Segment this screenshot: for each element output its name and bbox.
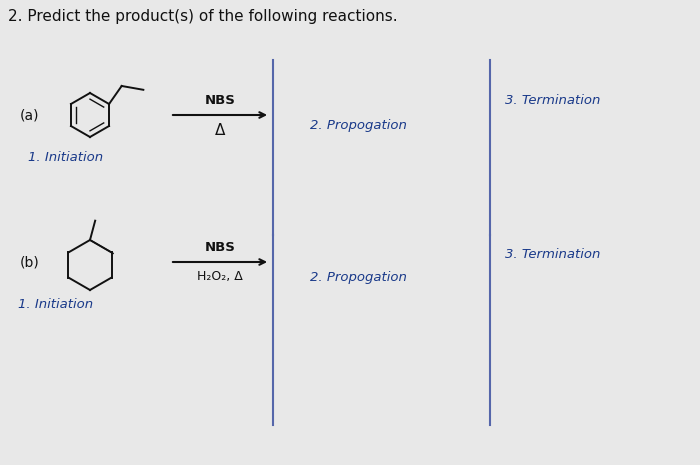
Text: 1. Initiation: 1. Initiation [18, 299, 93, 312]
Text: 2. Predict the product(s) of the following reactions.: 2. Predict the product(s) of the followi… [8, 9, 398, 24]
Text: 2. Propogation: 2. Propogation [310, 119, 407, 132]
Text: (b): (b) [20, 255, 40, 269]
Text: Δ: Δ [215, 123, 225, 138]
Text: NBS: NBS [204, 241, 235, 254]
Text: (a): (a) [20, 108, 39, 122]
Text: H₂O₂, Δ: H₂O₂, Δ [197, 270, 243, 283]
Text: 1. Initiation: 1. Initiation [28, 151, 103, 164]
Text: 2. Propogation: 2. Propogation [310, 271, 407, 284]
Text: NBS: NBS [204, 94, 235, 107]
Text: 3. Termination: 3. Termination [505, 248, 601, 261]
Text: 3. Termination: 3. Termination [505, 93, 601, 106]
